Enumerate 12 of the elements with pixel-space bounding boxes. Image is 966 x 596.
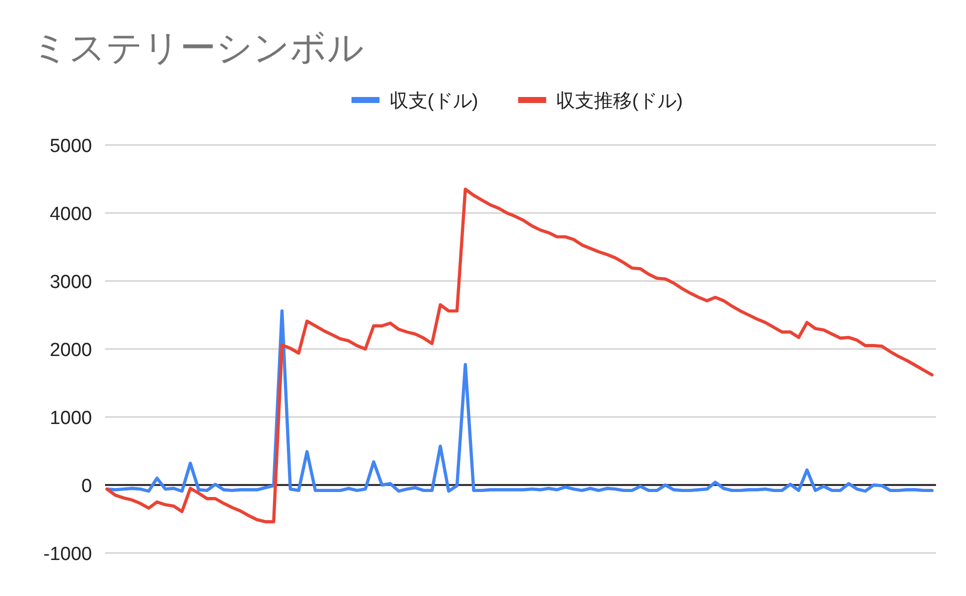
line-series <box>105 188 934 524</box>
chart-title: ミステリーシンボル <box>32 27 364 68</box>
y-tick-label: 5000 <box>50 136 92 157</box>
line-series <box>105 309 934 493</box>
y-tick-label: 2000 <box>50 340 92 361</box>
y-tick-label: 4000 <box>50 204 92 225</box>
legend-label: 収支(ドル) <box>390 91 478 112</box>
y-tick-label: -1000 <box>43 544 92 565</box>
legend-label: 収支推移(ドル) <box>556 91 683 112</box>
y-tick-label: 3000 <box>50 272 92 293</box>
y-tick-label: 1000 <box>50 408 92 429</box>
y-tick-label: 0 <box>81 476 92 497</box>
